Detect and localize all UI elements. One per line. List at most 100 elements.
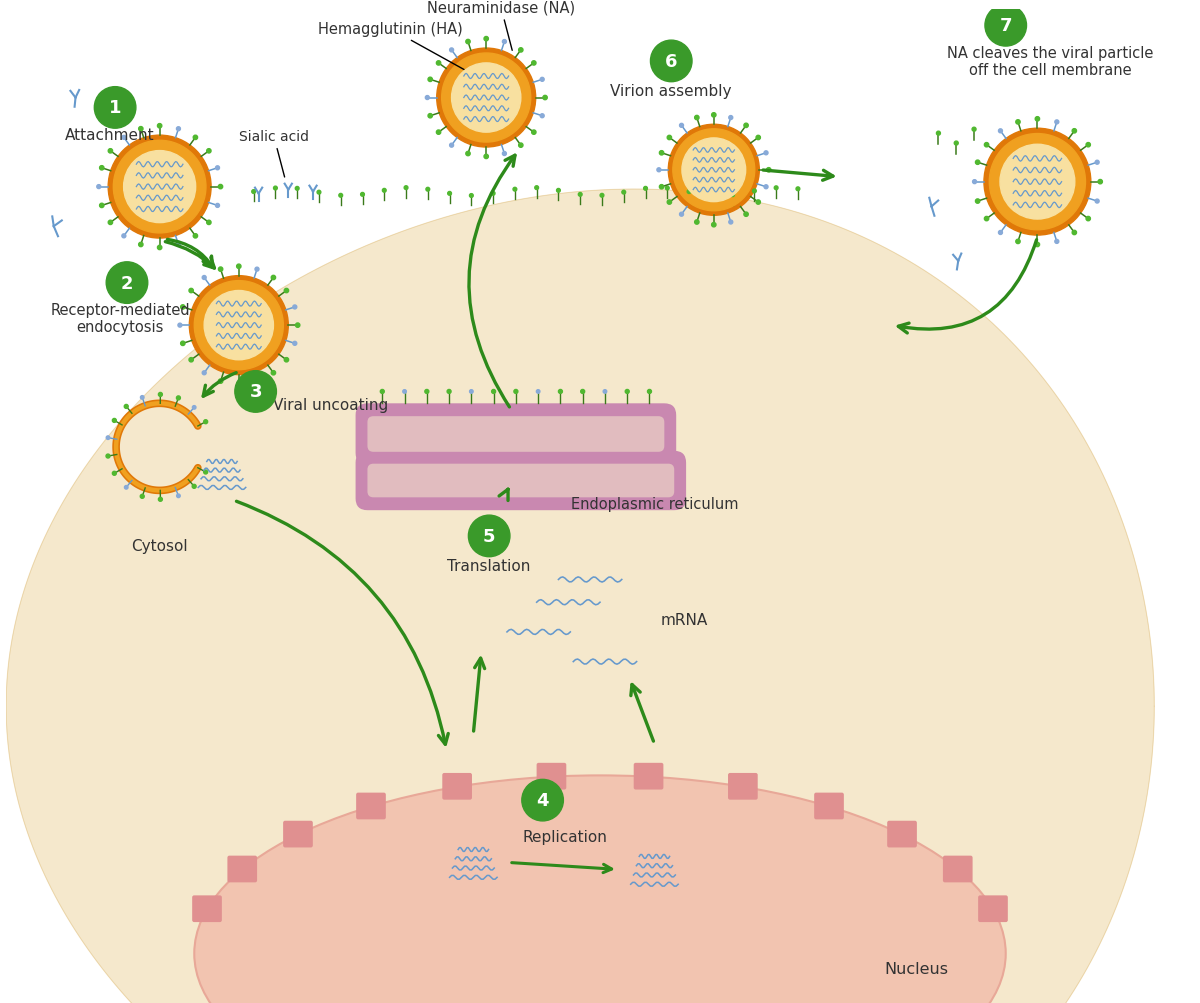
FancyBboxPatch shape (943, 856, 972, 883)
Text: 2: 2 (121, 274, 133, 292)
Circle shape (190, 277, 288, 375)
Circle shape (293, 342, 296, 346)
Circle shape (271, 276, 276, 281)
Circle shape (106, 454, 110, 458)
FancyBboxPatch shape (978, 896, 1008, 922)
Circle shape (514, 189, 517, 192)
Circle shape (756, 201, 761, 205)
Circle shape (451, 64, 521, 133)
Circle shape (985, 5, 1026, 47)
Circle shape (193, 235, 198, 239)
Text: NA cleaves the viral particle
off the cell membrane: NA cleaves the viral particle off the ce… (947, 46, 1153, 78)
Circle shape (484, 37, 488, 42)
Circle shape (437, 62, 440, 66)
FancyArrowPatch shape (167, 240, 212, 268)
Circle shape (204, 470, 208, 474)
FancyBboxPatch shape (356, 792, 386, 819)
Text: Replication: Replication (523, 829, 608, 845)
Circle shape (198, 285, 280, 367)
Circle shape (158, 497, 162, 502)
Circle shape (972, 128, 976, 132)
Circle shape (1000, 145, 1075, 220)
Circle shape (1015, 240, 1020, 245)
Circle shape (536, 390, 540, 394)
Circle shape (380, 390, 384, 394)
Circle shape (203, 371, 206, 375)
Circle shape (450, 49, 454, 53)
Circle shape (673, 129, 755, 212)
FancyBboxPatch shape (367, 464, 674, 497)
Circle shape (256, 268, 259, 272)
Circle shape (100, 166, 104, 171)
FancyBboxPatch shape (228, 856, 257, 883)
Circle shape (120, 147, 199, 227)
FancyArrowPatch shape (166, 243, 215, 269)
Circle shape (442, 54, 530, 142)
Text: 3: 3 (250, 383, 262, 401)
Circle shape (252, 191, 256, 195)
Circle shape (206, 221, 211, 226)
Circle shape (659, 186, 664, 190)
Text: Nucleus: Nucleus (884, 961, 949, 976)
Circle shape (403, 390, 407, 394)
Circle shape (767, 169, 770, 173)
Text: Viral uncoating: Viral uncoating (274, 397, 389, 412)
Text: Cytosol: Cytosol (131, 539, 188, 554)
Circle shape (728, 221, 733, 225)
Circle shape (650, 41, 692, 82)
Circle shape (235, 371, 276, 413)
Circle shape (176, 127, 180, 131)
Circle shape (448, 193, 451, 196)
Circle shape (503, 152, 506, 156)
Circle shape (558, 390, 563, 394)
FancyArrowPatch shape (763, 171, 833, 182)
Circle shape (679, 213, 684, 217)
Circle shape (709, 194, 713, 198)
Circle shape (125, 405, 128, 409)
Circle shape (116, 144, 203, 231)
Polygon shape (6, 190, 1154, 1003)
FancyBboxPatch shape (728, 773, 757, 799)
Text: 5: 5 (482, 528, 496, 546)
Circle shape (1055, 120, 1058, 124)
Circle shape (984, 143, 989, 147)
Circle shape (106, 263, 148, 304)
Circle shape (764, 186, 768, 190)
Text: Translation: Translation (448, 559, 530, 574)
Circle shape (236, 382, 241, 387)
FancyBboxPatch shape (536, 763, 566, 789)
Circle shape (140, 396, 144, 400)
Circle shape (158, 393, 162, 397)
Circle shape (445, 57, 528, 139)
Circle shape (557, 190, 560, 193)
Circle shape (437, 49, 535, 147)
Circle shape (450, 144, 454, 148)
Circle shape (666, 187, 670, 191)
Circle shape (728, 116, 733, 120)
Circle shape (176, 494, 180, 498)
Circle shape (466, 40, 470, 45)
FancyArrowPatch shape (899, 241, 1037, 334)
Circle shape (428, 78, 432, 82)
Circle shape (218, 186, 223, 190)
Circle shape (295, 188, 299, 191)
Circle shape (667, 201, 672, 205)
Circle shape (404, 187, 408, 191)
Circle shape (200, 288, 277, 364)
Circle shape (284, 289, 289, 294)
Circle shape (113, 141, 206, 234)
Circle shape (656, 169, 661, 173)
Circle shape (679, 136, 749, 206)
Text: 7: 7 (1000, 17, 1012, 35)
FancyArrowPatch shape (203, 373, 236, 397)
Circle shape (139, 127, 143, 131)
Circle shape (204, 291, 274, 360)
Circle shape (1036, 117, 1039, 121)
Circle shape (712, 113, 716, 118)
Circle shape (295, 324, 300, 328)
Circle shape (1072, 231, 1076, 236)
Circle shape (293, 306, 296, 310)
Circle shape (113, 471, 116, 475)
FancyBboxPatch shape (443, 773, 472, 799)
Circle shape (194, 281, 283, 370)
